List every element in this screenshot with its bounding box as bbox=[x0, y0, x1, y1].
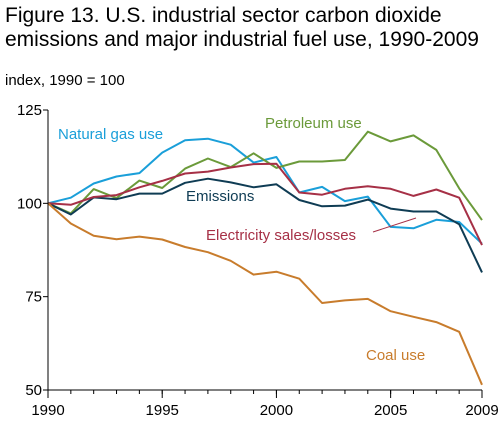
series-label-emissions: Emissions bbox=[186, 188, 254, 205]
chart-title: Figure 13. U.S. industrial sector carbon… bbox=[5, 4, 479, 51]
series-layer bbox=[47, 130, 483, 386]
x-tick-label: 2009 bbox=[465, 402, 498, 419]
series-label-natural-gas-use: Natural gas use bbox=[58, 126, 163, 143]
series-line-electricity-sales-losses bbox=[47, 162, 483, 246]
x-tick-label: 1995 bbox=[146, 402, 179, 419]
x-tick-label: 2000 bbox=[260, 402, 293, 419]
series-line-petroleum-use bbox=[47, 130, 483, 221]
chart-subtitle: index, 1990 = 100 bbox=[5, 72, 125, 89]
electricity-label-leader-line bbox=[372, 217, 417, 233]
series-label-electricity-sales-losses: Electricity sales/losses bbox=[206, 227, 356, 244]
y-tick-label: 100 bbox=[17, 195, 42, 212]
axes-layer: 50 75 100 125 1990 1995 2000 2005 2009 bbox=[17, 102, 499, 419]
x-tick-label: 2005 bbox=[374, 402, 407, 419]
y-tick-label: 125 bbox=[17, 102, 42, 119]
series-line-coal-use bbox=[47, 202, 483, 386]
series-label-petroleum-use: Petroleum use bbox=[265, 115, 362, 132]
x-tick-label: 1990 bbox=[31, 402, 64, 419]
series-line-emissions bbox=[47, 177, 483, 273]
y-tick-label: 50 bbox=[25, 382, 42, 399]
y-tick-label: 75 bbox=[25, 289, 42, 306]
series-label-coal-use: Coal use bbox=[366, 347, 425, 364]
